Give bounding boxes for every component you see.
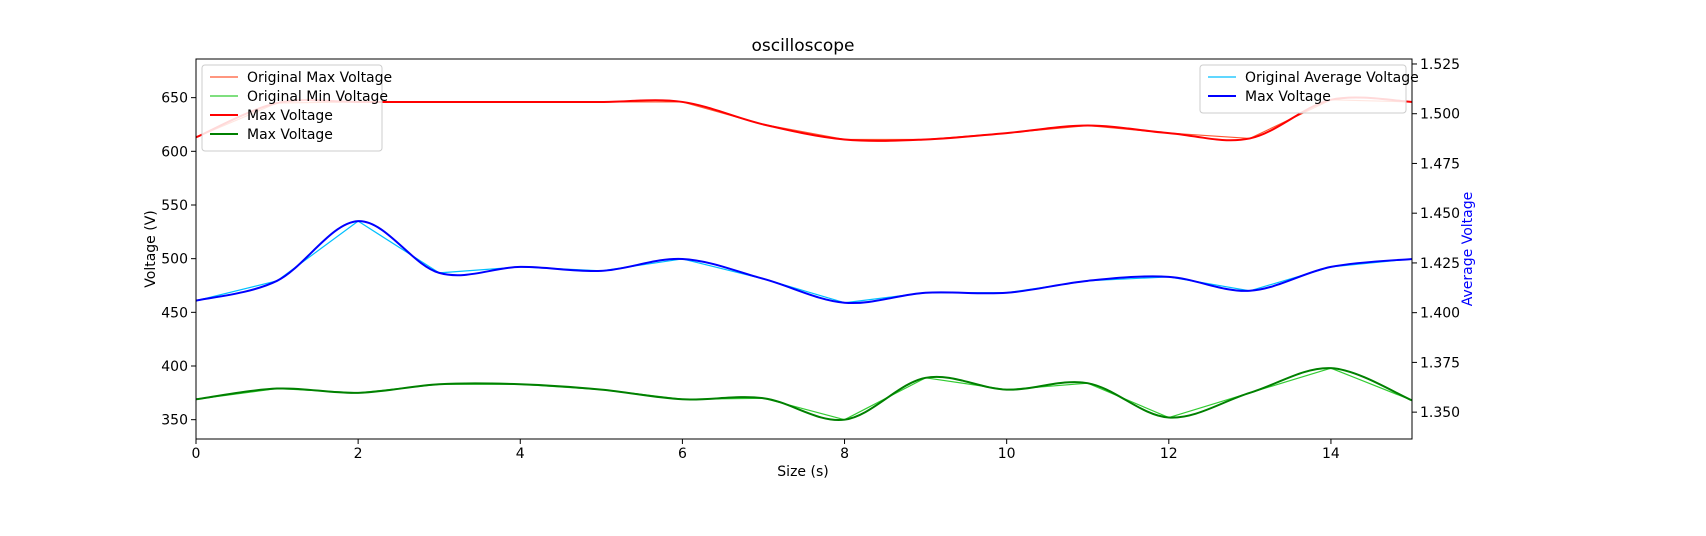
legend-left: Original Max Voltage Original Min Voltage… — [201, 64, 392, 152]
y-tick-label: 400 — [161, 359, 188, 375]
y-axis-label: Voltage (V) — [143, 210, 159, 287]
y-tick-label: 450 — [161, 305, 188, 321]
y2-tick-label: 1.400 — [1420, 306, 1460, 322]
legend-right: Original Average Voltage Max Voltage — [1199, 64, 1419, 114]
legend-label: Max Voltage — [247, 108, 333, 124]
y-tick-label: 500 — [161, 252, 188, 268]
y-tick-label: 350 — [161, 413, 188, 429]
legend-box — [201, 64, 383, 152]
x-tick-label: 10 — [998, 446, 1016, 462]
legend-label: Original Min Voltage — [247, 89, 388, 105]
x-tick-label: 0 — [192, 446, 201, 462]
y2-tick-label: 1.475 — [1420, 156, 1460, 172]
x-tick-label: 8 — [840, 446, 849, 462]
x-tick-label: 4 — [516, 446, 525, 462]
x-axis: 0 2 4 6 8 10 12 14 — [192, 439, 1340, 462]
y-axis-right: 1.350 1.375 1.400 1.425 1.450 1.475 1.500 1.525 — [1412, 57, 1460, 421]
legend-label: Original Max Voltage — [247, 70, 392, 86]
y2-tick-label: 1.450 — [1420, 206, 1460, 222]
y2-tick-label: 1.425 — [1420, 256, 1460, 272]
y-tick-label: 550 — [161, 198, 188, 214]
chart-title: oscilloscope — [751, 36, 854, 56]
x-axis-label: Size (s) — [777, 464, 828, 480]
legend-label: Original Average Voltage — [1245, 70, 1419, 86]
legend-box — [1199, 64, 1407, 114]
x-tick-label: 14 — [1322, 446, 1340, 462]
y-tick-label: 600 — [161, 144, 188, 160]
series-line-4 — [196, 220, 1412, 304]
y-tick-label: 650 — [161, 91, 188, 107]
y2-tick-label: 1.500 — [1420, 107, 1460, 123]
y2-tick-label: 1.350 — [1420, 405, 1460, 421]
y2-tick-label: 1.525 — [1420, 57, 1460, 73]
plot-frame — [195, 58, 1413, 440]
y-axis-left: 350 400 450 500 550 600 650 — [161, 91, 196, 429]
legend-label: Max Voltage — [1245, 89, 1331, 105]
y2-tick-label: 1.375 — [1420, 355, 1460, 371]
y2-axis-label: Average Voltage — [1460, 192, 1476, 306]
series-layer — [196, 96, 1412, 421]
x-tick-label: 2 — [354, 446, 363, 462]
series-line-3 — [196, 367, 1412, 421]
x-tick-label: 6 — [678, 446, 687, 462]
series-line-5 — [196, 220, 1412, 305]
legend-label: Max Voltage — [247, 127, 333, 143]
series-line-2 — [196, 96, 1412, 142]
x-tick-label: 12 — [1160, 446, 1178, 462]
